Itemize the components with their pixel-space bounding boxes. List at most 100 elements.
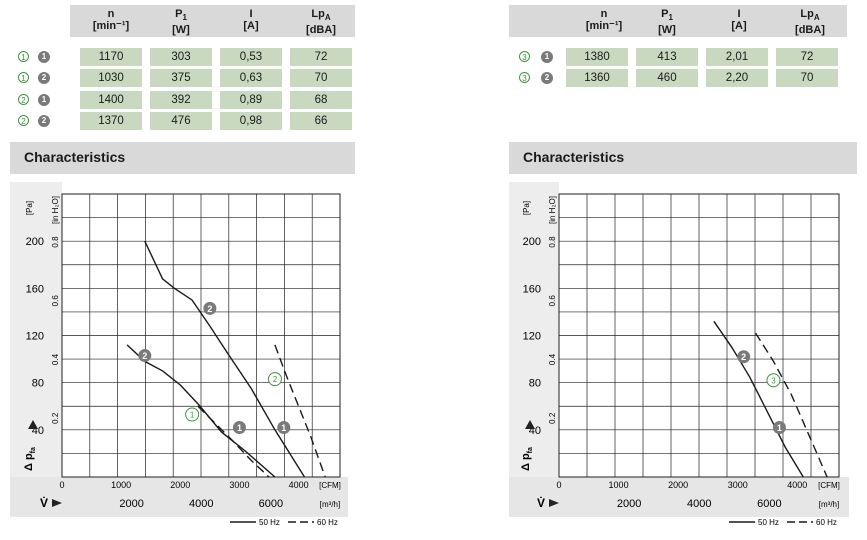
curve-marker-label: 2 — [207, 304, 212, 314]
cell-n: 1170 — [80, 48, 142, 66]
curve-marker — [737, 350, 751, 364]
curve-marker-label: 3 — [771, 376, 776, 385]
cell-n: 1370 — [80, 112, 142, 130]
x-tick-label-cfm: 0 — [556, 480, 561, 490]
x-unit-cfm: [CFM] — [818, 481, 840, 490]
y-tick-label-pa: 200 — [26, 236, 44, 248]
y-tick-label-inh2o: 0.6 — [548, 295, 557, 307]
cell-lpa: 72 — [776, 48, 838, 66]
curve-marker — [277, 420, 291, 434]
y-tick-label-inh2o: 0.4 — [548, 353, 557, 365]
curve-marker-label: 1 — [281, 423, 286, 433]
y-tick-label-inh2o: 0.8 — [51, 236, 60, 248]
table-row: 2 2 1370 476 0,98 66 — [10, 112, 355, 130]
table-row: 1 2 1030 375 0,63 70 — [10, 69, 355, 87]
x-axis-arrow — [549, 499, 559, 507]
curve-marker — [203, 301, 217, 315]
cell-p1: 413 — [636, 48, 698, 66]
series-line — [144, 240, 306, 478]
cell-p1: 476 — [150, 112, 212, 130]
curve-marker-label: 2 — [142, 351, 147, 361]
header-lpa: LpA [dBA] — [795, 8, 825, 37]
series-line — [274, 344, 326, 478]
x-tick-label-cfm: 4000 — [289, 480, 309, 490]
curve-marker — [185, 407, 200, 422]
y-tick-label-pa: 160 — [523, 283, 541, 295]
cell-p1: 303 — [150, 48, 212, 66]
curve-badge: 1 — [18, 72, 29, 83]
table-row: 3 1 1380 413 2,01 72 — [509, 48, 849, 66]
mode-badge: 1 — [38, 94, 50, 106]
curve-badge: 2 — [18, 115, 29, 126]
y-unit-pa: [Pa] — [522, 201, 531, 215]
mode-badge: 2 — [541, 72, 553, 84]
header-p1: P1 [W] — [172, 8, 190, 37]
y-tick-label-pa: 120 — [523, 331, 541, 343]
x-unit-cfm: [CFM] — [319, 481, 341, 490]
cell-i: 0,63 — [220, 69, 282, 87]
cell-n: 1380 — [566, 48, 628, 66]
cell-i: 2,01 — [706, 48, 768, 66]
x-unit-m3h: [m³/h] — [320, 500, 340, 509]
cell-i: 2,20 — [706, 69, 768, 87]
x-unit-m3h: [m³/h] — [819, 500, 839, 509]
table-row: 3 2 1360 460 2,20 70 — [509, 69, 849, 87]
cell-p1: 392 — [150, 91, 212, 109]
curve-badge: 3 — [519, 72, 530, 83]
x-tick-label-m3h: 2000 — [617, 498, 641, 510]
cell-i: 0,53 — [220, 48, 282, 66]
plot-frame — [61, 193, 341, 478]
table-row: 2 1 1400 392 0,89 68 — [10, 91, 355, 109]
cell-lpa: 70 — [290, 69, 352, 87]
x-axis-arrow — [52, 499, 62, 507]
y-tick-label-pa: 200 — [523, 236, 541, 248]
x-tick-label-cfm: 3000 — [728, 480, 748, 490]
x-axis-flow-symbol: V̇ — [40, 495, 48, 510]
header-p1: P1 [W] — [658, 8, 676, 37]
cell-lpa: 68 — [290, 91, 352, 109]
cell-lpa: 72 — [290, 48, 352, 66]
x-tick-label-cfm: 1000 — [609, 480, 629, 490]
delta-p-subscript: fa — [527, 447, 534, 453]
curve-marker — [138, 349, 152, 363]
x-tick-label-cfm: 0 — [59, 480, 64, 490]
y-tick-label-inh2o: 0.4 — [51, 353, 60, 365]
characteristics-bar: Characteristics — [509, 142, 857, 174]
footer-band — [10, 477, 348, 517]
plot-frame — [558, 193, 840, 478]
y-tick-label-inh2o: 0.2 — [51, 412, 60, 424]
header-i: I [A] — [243, 8, 259, 32]
legend-label: 60 Hz — [816, 518, 837, 527]
y-unit-inh2o: [in H₂O] — [548, 196, 557, 224]
mode-badge: 1 — [541, 51, 553, 63]
mode-badge: 2 — [38, 72, 50, 84]
cell-p1: 375 — [150, 69, 212, 87]
y-tick-label-pa: 160 — [26, 283, 44, 295]
footer-band — [509, 477, 849, 517]
section-title: Characteristics — [24, 149, 126, 165]
header-n: n [min⁻¹] — [92, 8, 130, 32]
x-tick-label-cfm: 3000 — [229, 480, 249, 490]
x-tick-label-cfm: 4000 — [787, 480, 807, 490]
curve-marker-label: 1 — [237, 423, 242, 433]
x-tick-label-cfm: 2000 — [668, 480, 688, 490]
series-line — [755, 332, 828, 478]
left-panel: n [min⁻¹] P1 [W] I [A] LpA [dBA] 1 1 1170 30… — [10, 0, 355, 540]
curve-marker — [232, 420, 246, 434]
x-axis-flow-symbol: V̇ — [537, 495, 545, 510]
mode-badge: 2 — [38, 115, 50, 127]
cell-lpa: 66 — [290, 112, 352, 130]
x-tick-label-cfm: 1000 — [111, 480, 131, 490]
legend-label: 50 Hz — [259, 518, 280, 527]
right-table-header: n [min⁻¹] P1 [W] I [A] LpA [dBA] — [509, 5, 847, 37]
x-tick-label-m3h: 4000 — [189, 498, 213, 510]
mode-badge: 1 — [38, 51, 50, 63]
y-tick-label-inh2o: 0.2 — [548, 412, 557, 424]
section-title: Characteristics — [523, 149, 625, 165]
curve-marker — [772, 420, 786, 434]
y-tick-label-pa: 120 — [26, 331, 44, 343]
series-line — [197, 405, 270, 478]
characteristics-bar: Characteristics — [10, 142, 355, 174]
